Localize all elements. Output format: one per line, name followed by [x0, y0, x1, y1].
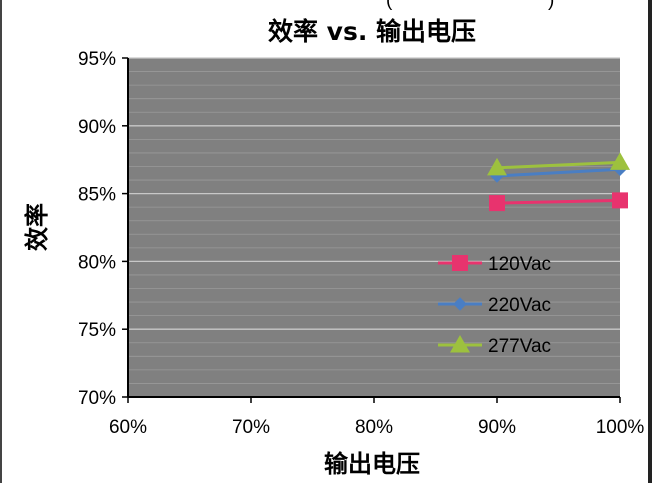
right-frame-edge	[648, 0, 652, 483]
legend: 120Vac 220Vac 277Vac	[438, 254, 551, 357]
legend-label: 277Vac	[488, 336, 551, 357]
y-axis-ticks: 95% 90% 85% 80% 75% 70%	[78, 49, 128, 409]
gridlines	[128, 57, 620, 384]
series-line-220Vac	[496, 167, 621, 178]
x-axis-title: 输出电压	[324, 450, 420, 478]
legend-marker-277Vac	[450, 335, 470, 353]
series-line-120Vac	[496, 198, 621, 205]
x-tick-label: 80%	[355, 417, 393, 438]
series-markers	[487, 152, 630, 212]
data-point-220Vac	[490, 169, 504, 183]
top-fragment-left: (	[386, 0, 393, 11]
y-tick-label: 80%	[78, 252, 116, 273]
y-tick-label: 95%	[78, 49, 116, 70]
x-axis-ticks: 60% 70% 80% 90% 100%	[109, 397, 644, 438]
y-tick-label: 85%	[78, 185, 116, 206]
legend-label: 120Vac	[488, 254, 551, 275]
left-frame-edge	[0, 0, 2, 483]
x-tick-label: 90%	[478, 417, 516, 438]
series-line-277Vac	[496, 160, 621, 170]
data-point-277Vac	[487, 157, 507, 176]
x-tick-label: 100%	[596, 417, 645, 438]
x-tick-label: 60%	[109, 417, 147, 438]
data-point-120Vac	[612, 192, 628, 209]
legend-label: 220Vac	[488, 295, 551, 316]
legend-marker-220Vac	[453, 297, 467, 311]
series-lines	[496, 160, 621, 205]
plot-area	[128, 58, 620, 397]
y-tick-label: 75%	[78, 320, 116, 341]
data-point-277Vac	[610, 152, 630, 170]
y-tick-label: 90%	[78, 117, 116, 138]
top-fragment-right: )	[548, 0, 554, 11]
x-tick-label: 70%	[232, 417, 270, 438]
legend-marker-120Vac	[452, 255, 468, 271]
y-tick-label: 70%	[78, 388, 116, 409]
data-point-120Vac	[489, 195, 505, 212]
y-axis-title: 效率	[23, 203, 51, 251]
chart-title: 效率 vs. 输出电压	[268, 17, 476, 46]
